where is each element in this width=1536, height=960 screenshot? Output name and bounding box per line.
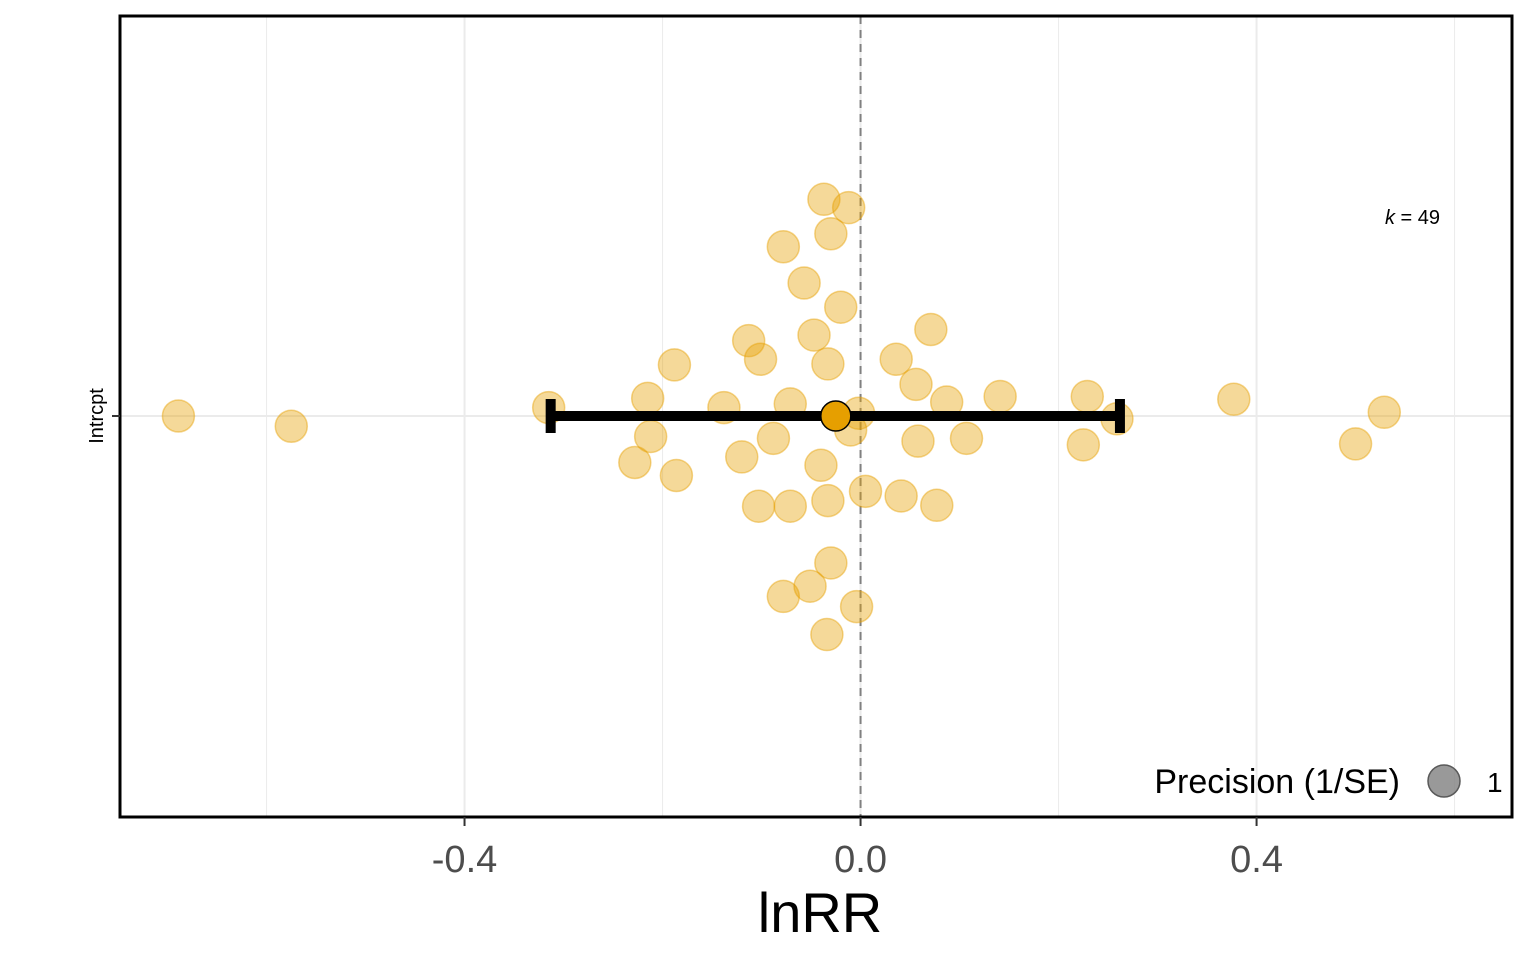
x-tick-label-2: 0.4 (1230, 839, 1283, 881)
effect-size-point-5 (618, 445, 652, 480)
effect-size-point-12 (741, 489, 776, 523)
effect-size-point-34 (879, 342, 913, 377)
effect-size-point-16 (773, 489, 808, 523)
effect-size-point-9 (724, 440, 759, 474)
effect-size-point-24 (811, 483, 845, 518)
effect-size-point-39 (920, 488, 954, 523)
effect-size-point-13 (756, 421, 791, 456)
pooled-estimate-point (820, 400, 852, 432)
legend-marker (1427, 764, 1461, 798)
effect-size-point-43 (1066, 428, 1101, 462)
effect-size-point-36 (899, 367, 933, 402)
x-axis-title: lnRR (758, 881, 882, 944)
effect-size-point-21 (804, 448, 838, 483)
effect-size-points (161, 182, 1402, 652)
effect-size-point-7 (659, 458, 694, 493)
effect-size-point-26 (810, 617, 844, 652)
effect-size-point-42 (983, 379, 1017, 414)
legend-label-1: 1 (1487, 767, 1503, 798)
effect-size-point-14 (766, 229, 801, 264)
effect-size-point-44 (1070, 379, 1105, 414)
effect-size-point-35 (884, 479, 918, 513)
effect-size-point-17 (766, 579, 801, 614)
effect-size-point-31 (839, 589, 874, 624)
effect-size-point-19 (793, 569, 827, 603)
effect-size-point-20 (797, 318, 831, 352)
y-tick-label-intrcpt: Intrcpt (86, 388, 108, 444)
effect-size-point-46 (1217, 382, 1251, 417)
effect-size-point-29 (831, 190, 866, 225)
effect-size-point-33 (848, 474, 883, 509)
x-tick-label-1: 0.0 (834, 839, 887, 881)
legend-title: Precision (1/SE) (1154, 763, 1400, 801)
effect-size-point-6 (657, 348, 692, 382)
effect-size-point-23 (811, 347, 845, 381)
effect-size-point-0 (161, 399, 196, 433)
effect-size-point-18 (787, 266, 821, 300)
effect-size-point-22 (807, 182, 841, 217)
legend: Precision (1/SE) 1 (1154, 763, 1502, 801)
effect-size-point-11 (743, 342, 778, 377)
x-axis-tick-labels: -0.4 0.0 0.4 (432, 839, 1283, 881)
effect-size-point-3 (630, 381, 665, 416)
effect-size-point-27 (814, 216, 848, 251)
k-label: k = 49 (1385, 207, 1440, 229)
x-tick-label-0: -0.4 (432, 839, 497, 881)
effect-size-point-48 (1367, 395, 1402, 430)
x-axis-ticks (463, 817, 1258, 826)
effect-size-point-38 (914, 312, 948, 347)
effect-size-point-41 (949, 421, 984, 456)
effect-size-point-28 (824, 290, 858, 324)
effect-size-point-47 (1338, 427, 1373, 461)
effect-size-point-37 (901, 424, 935, 458)
effect-size-point-25 (814, 546, 848, 580)
effect-size-point-10 (731, 323, 766, 358)
effect-size-point-1 (274, 409, 309, 443)
